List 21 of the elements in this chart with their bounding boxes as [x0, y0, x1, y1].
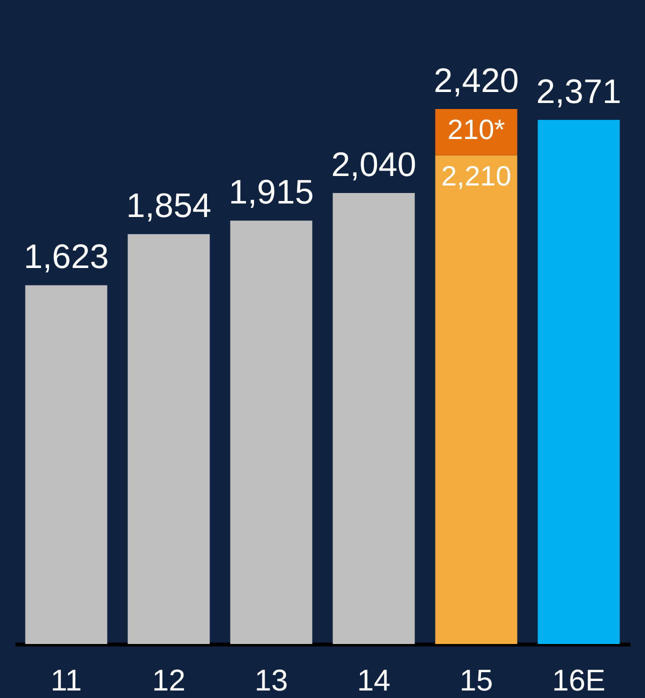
x-tick-label: 16E [552, 664, 606, 698]
bar [538, 120, 620, 644]
data-label: 2,210 [441, 160, 512, 192]
x-tick-label: 15 [460, 664, 493, 698]
data-label: 1,623 [24, 238, 109, 276]
data-label: 1,915 [228, 174, 314, 212]
total-label: 2,420 [434, 62, 519, 100]
x-tick-label: 13 [254, 664, 288, 698]
bar [25, 285, 108, 644]
bar [230, 220, 312, 644]
data-label: 1,854 [126, 187, 212, 226]
x-tick-label: 11 [50, 664, 82, 698]
bar [332, 193, 415, 644]
bar [128, 234, 210, 644]
x-tick-label: 12 [152, 664, 186, 698]
x-tick-label: 14 [357, 664, 390, 698]
bar [435, 155, 518, 644]
data-label: 210* [447, 114, 506, 145]
data-label: 2,371 [536, 72, 622, 111]
bar [435, 109, 518, 156]
data-label: 2,040 [331, 146, 416, 184]
